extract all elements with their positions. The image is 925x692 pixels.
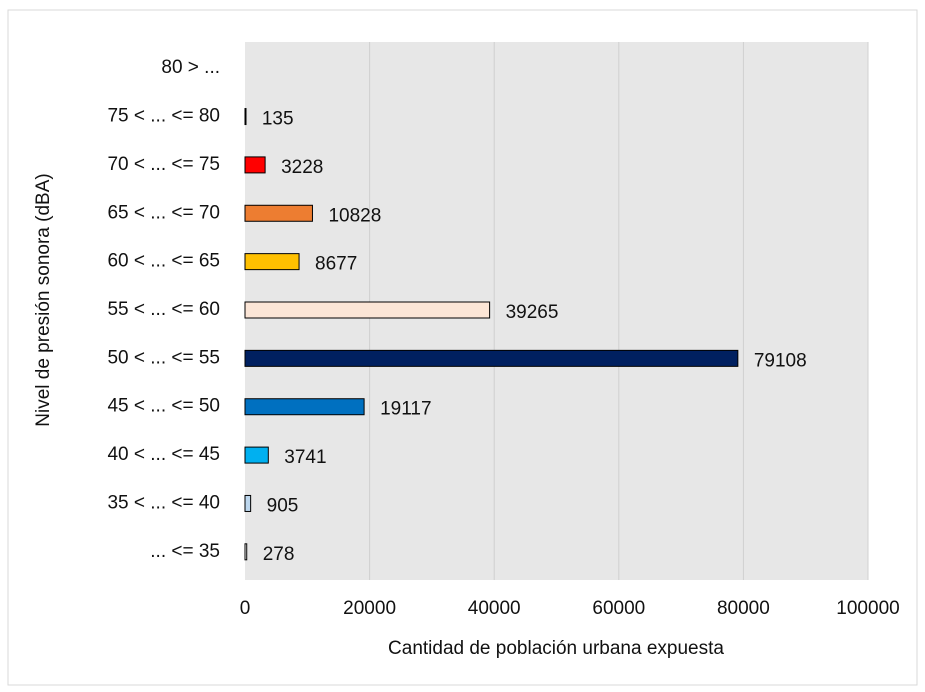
value-label: 135 [262, 109, 294, 130]
y-tick-label: 45 < ... <= 50 [107, 396, 220, 417]
x-tick-label: 0 [240, 598, 251, 619]
y-tick-label: 75 < ... <= 80 [107, 106, 220, 127]
y-tick-label: 55 < ... <= 60 [107, 299, 220, 320]
value-label: 8677 [315, 254, 357, 275]
bar [244, 349, 739, 367]
bar [244, 446, 269, 464]
bar [244, 494, 252, 512]
value-label: 278 [263, 544, 295, 565]
x-tick-label: 40000 [468, 598, 521, 619]
y-tick-label: 35 < ... <= 40 [107, 492, 220, 513]
x-tick-label: 20000 [343, 598, 396, 619]
y-tick-label: 65 < ... <= 70 [107, 202, 220, 223]
value-label: 3741 [284, 447, 326, 468]
value-label: 79108 [754, 350, 807, 371]
x-axis-label: Cantidad de población urbana expuesta [388, 638, 724, 659]
bar [244, 156, 266, 174]
y-axis-label: Nivel de presión sonora (dBA) [33, 173, 54, 426]
value-label: 3228 [281, 157, 323, 178]
x-tick-label: 100000 [836, 598, 899, 619]
bar [244, 204, 313, 222]
x-tick-label: 80000 [717, 598, 770, 619]
x-tick-label: 60000 [592, 598, 645, 619]
y-tick-label: 40 < ... <= 45 [107, 444, 220, 465]
bar [244, 398, 365, 416]
bar [244, 543, 248, 561]
value-label: 905 [267, 495, 299, 516]
y-tick-label: ... <= 35 [150, 541, 220, 562]
value-label: 19117 [380, 399, 431, 420]
y-tick-label: 50 < ... <= 55 [107, 347, 220, 368]
bar [244, 108, 247, 126]
value-label: 39265 [506, 302, 559, 323]
y-tick-label: 80 > ... [161, 57, 220, 78]
y-tick-label: 70 < ... <= 75 [107, 154, 220, 175]
bar [244, 301, 491, 319]
y-tick-label: 60 < ... <= 65 [107, 251, 220, 272]
bar [244, 253, 300, 271]
value-label: 10828 [328, 205, 381, 226]
